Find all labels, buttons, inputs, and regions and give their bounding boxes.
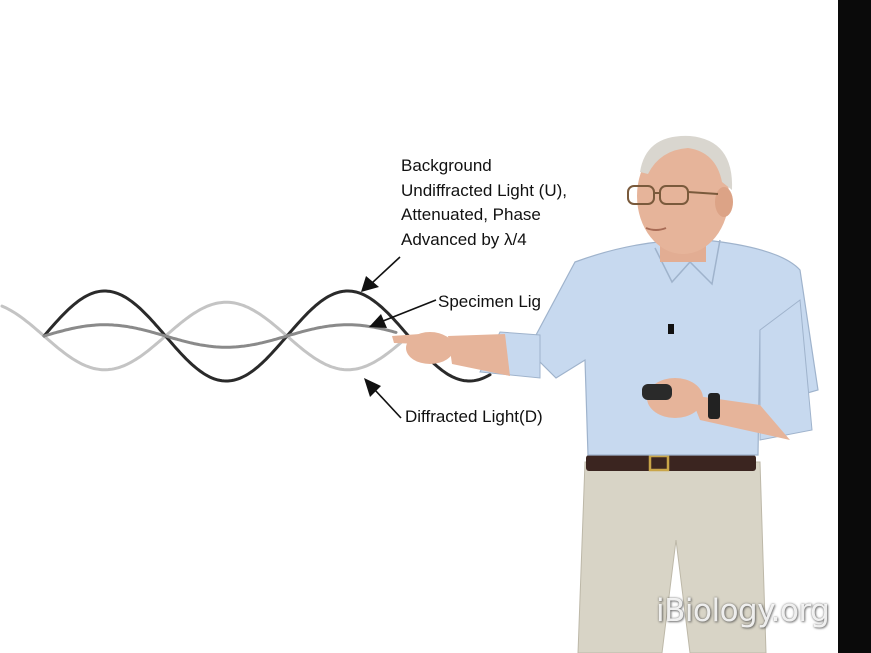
- watermark-logo: iBiology.org: [656, 593, 830, 629]
- label-line-3: Attenuated, Phase: [401, 205, 541, 224]
- presenter-head: [637, 138, 729, 254]
- glasses-icon: [627, 185, 719, 205]
- arrow-to-specimen: [369, 299, 437, 328]
- label-diffracted-light: Diffracted Light(D): [405, 407, 543, 426]
- label-line-4: Advanced by λ/4: [401, 229, 527, 249]
- diffracted-wave: [0, 300, 408, 372]
- frame-edge-bar: [838, 0, 871, 653]
- specimen-wave: [42, 323, 398, 349]
- presenter-pants: [577, 461, 767, 653]
- presenter: [392, 135, 819, 653]
- belt-buckle-icon: [648, 454, 670, 472]
- presenter-forearm: [448, 334, 510, 376]
- presenter-belt: [586, 455, 756, 471]
- pointing-finger: [392, 334, 420, 344]
- watch-icon: [708, 393, 720, 419]
- label-undiffracted-light: Background Undiffracted Light (U), Atten…: [401, 154, 567, 252]
- arrow-to-undiffracted: [361, 256, 401, 292]
- arrow-to-diffracted: [364, 378, 402, 419]
- lapel-mic-icon: [668, 324, 674, 334]
- label-specimen-light: Specimen Lig: [438, 292, 542, 311]
- remote-icon: [642, 384, 672, 400]
- label-line-2: Undiffracted Light (U),: [401, 180, 567, 200]
- label-line-1: Background: [401, 156, 492, 175]
